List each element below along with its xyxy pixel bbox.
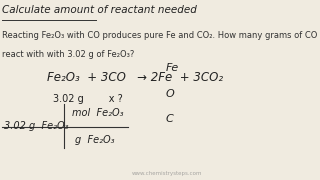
Text: O: O	[166, 89, 174, 99]
Text: 3.02 g  Fe₂O₃: 3.02 g Fe₂O₃	[4, 121, 68, 131]
Text: Fe₂O₃  + 3CO   → 2Fe  + 3CO₂: Fe₂O₃ + 3CO → 2Fe + 3CO₂	[47, 71, 223, 84]
Text: Fe: Fe	[166, 63, 179, 73]
Text: Calculate amount of reactant needed: Calculate amount of reactant needed	[2, 5, 197, 15]
Text: Reacting Fe₂O₃ with CO produces pure Fe and CO₂. How many grams of CO are needed: Reacting Fe₂O₃ with CO produces pure Fe …	[2, 31, 320, 40]
Text: g  Fe₂O₃: g Fe₂O₃	[75, 135, 115, 145]
Text: mol  Fe₂O₃: mol Fe₂O₃	[72, 108, 123, 118]
Text: react with with 3.02 g of Fe₂O₃?: react with with 3.02 g of Fe₂O₃?	[2, 50, 134, 59]
Text: 3.02 g        x ?: 3.02 g x ?	[53, 94, 123, 104]
Text: C: C	[166, 114, 173, 124]
Text: www.chemistrysteps.com: www.chemistrysteps.com	[132, 171, 202, 176]
